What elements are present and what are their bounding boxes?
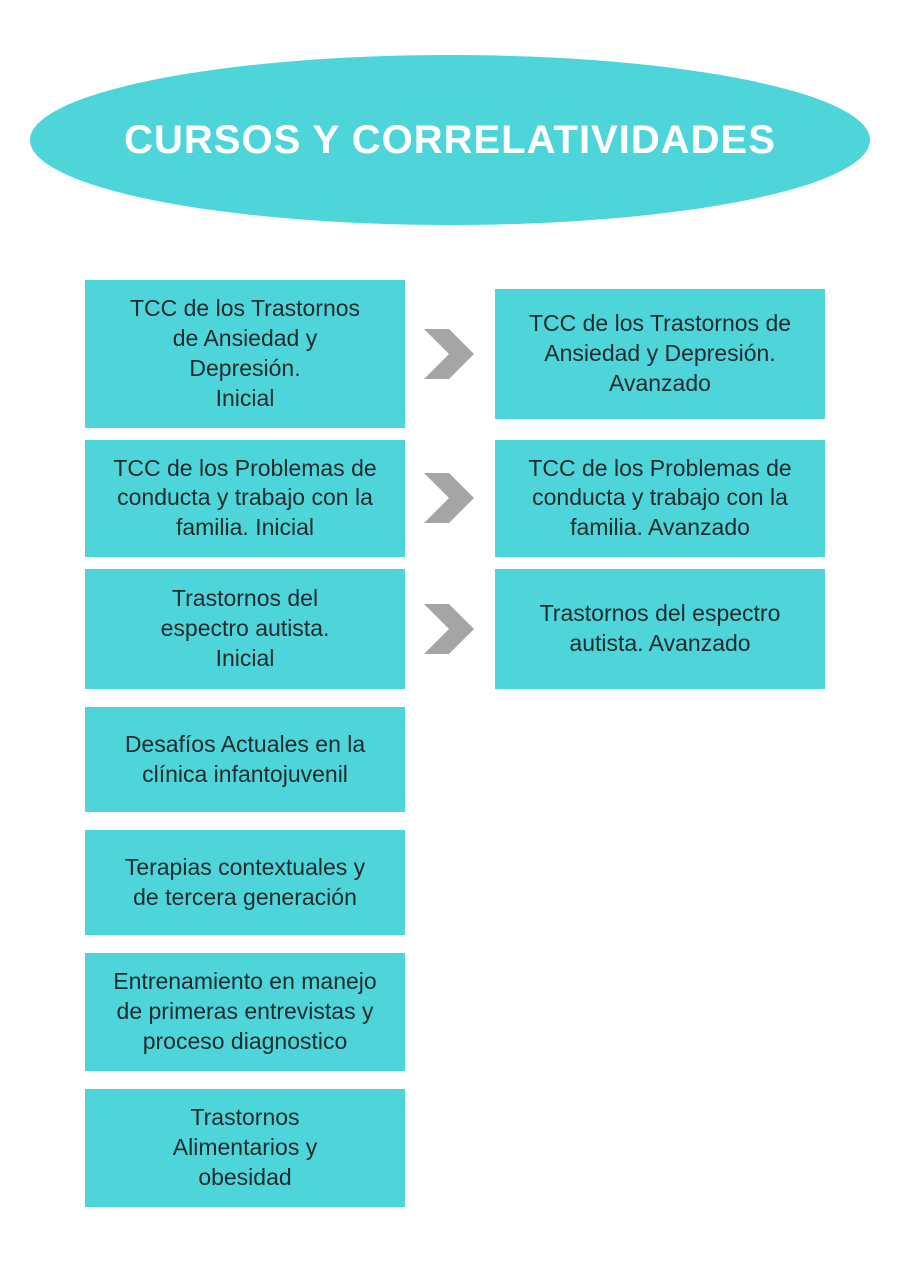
course-box-advanced-line: conducta y trabajo con la (532, 483, 788, 513)
course-box-single-line: clínica infantojuvenil (142, 760, 348, 790)
course-box-initial: TCC de los Problemas deconducta y trabaj… (85, 440, 405, 558)
course-box-single-line: de primeras entrevistas y (117, 997, 374, 1027)
course-box-advanced-line: Avanzado (609, 369, 711, 399)
course-box-initial-line: espectro autista. (161, 614, 330, 644)
content-area: TCC de los Trastornosde Ansiedad yDepres… (85, 280, 845, 1225)
course-box-single-line: obesidad (198, 1163, 291, 1193)
course-box-single-line: Entrenamiento en manejo (113, 967, 376, 997)
course-pair-row: TCC de los Trastornosde Ansiedad yDepres… (85, 280, 845, 428)
course-box-initial-line: TCC de los Trastornos (130, 294, 360, 324)
course-box-advanced-line: Trastornos del espectro (540, 599, 781, 629)
course-box-single-line: proceso diagnostico (143, 1027, 348, 1057)
single-courses-column: Desafíos Actuales en laclínica infantoju… (85, 707, 845, 1206)
course-box-single-line: Trastornos (190, 1103, 299, 1133)
course-box-single-line: Terapias contextuales y (125, 853, 365, 883)
course-box-initial-line: conducta y trabajo con la (117, 483, 373, 513)
course-box-initial-line: Inicial (216, 384, 275, 414)
title-ellipse: CURSOS Y CORRELATIVIDADES (30, 55, 870, 225)
arrow-right-icon (405, 468, 495, 528)
arrow-right-icon (405, 599, 495, 659)
course-box-advanced: TCC de los Problemas deconducta y trabaj… (495, 440, 825, 558)
course-box-single-line: de tercera generación (133, 883, 357, 913)
course-box-single: TrastornosAlimentarios yobesidad (85, 1089, 405, 1207)
course-box-initial: Trastornos delespectro autista.Inicial (85, 569, 405, 689)
course-box-advanced: TCC de los Trastornos deAnsiedad y Depre… (495, 289, 825, 419)
course-box-advanced-line: TCC de los Trastornos de (529, 309, 791, 339)
course-box-initial-line: Inicial (216, 644, 275, 674)
course-box-initial: TCC de los Trastornosde Ansiedad yDepres… (85, 280, 405, 428)
course-box-advanced-line: TCC de los Problemas de (528, 454, 791, 484)
course-box-advanced: Trastornos del espectroautista. Avanzado (495, 569, 825, 689)
course-box-single: Desafíos Actuales en laclínica infantoju… (85, 707, 405, 812)
page-title: CURSOS Y CORRELATIVIDADES (124, 118, 776, 163)
course-box-initial-line: Depresión. (189, 354, 300, 384)
course-box-single: Entrenamiento en manejode primeras entre… (85, 953, 405, 1071)
course-pair-row: Trastornos delespectro autista.InicialTr… (85, 569, 845, 689)
course-box-initial-line: Trastornos del (172, 584, 318, 614)
course-box-single-line: Desafíos Actuales en la (125, 730, 365, 760)
course-box-advanced-line: familia. Avanzado (570, 513, 750, 543)
course-box-advanced-line: autista. Avanzado (569, 629, 750, 659)
course-box-advanced-line: Ansiedad y Depresión. (544, 339, 775, 369)
course-pair-row: TCC de los Problemas deconducta y trabaj… (85, 440, 845, 558)
course-box-initial-line: familia. Inicial (176, 513, 314, 543)
course-box-initial-line: de Ansiedad y (173, 324, 318, 354)
arrow-right-icon (405, 324, 495, 384)
course-box-single-line: Alimentarios y (173, 1133, 317, 1163)
course-box-single: Terapias contextuales yde tercera genera… (85, 830, 405, 935)
course-box-initial-line: TCC de los Problemas de (113, 454, 376, 484)
